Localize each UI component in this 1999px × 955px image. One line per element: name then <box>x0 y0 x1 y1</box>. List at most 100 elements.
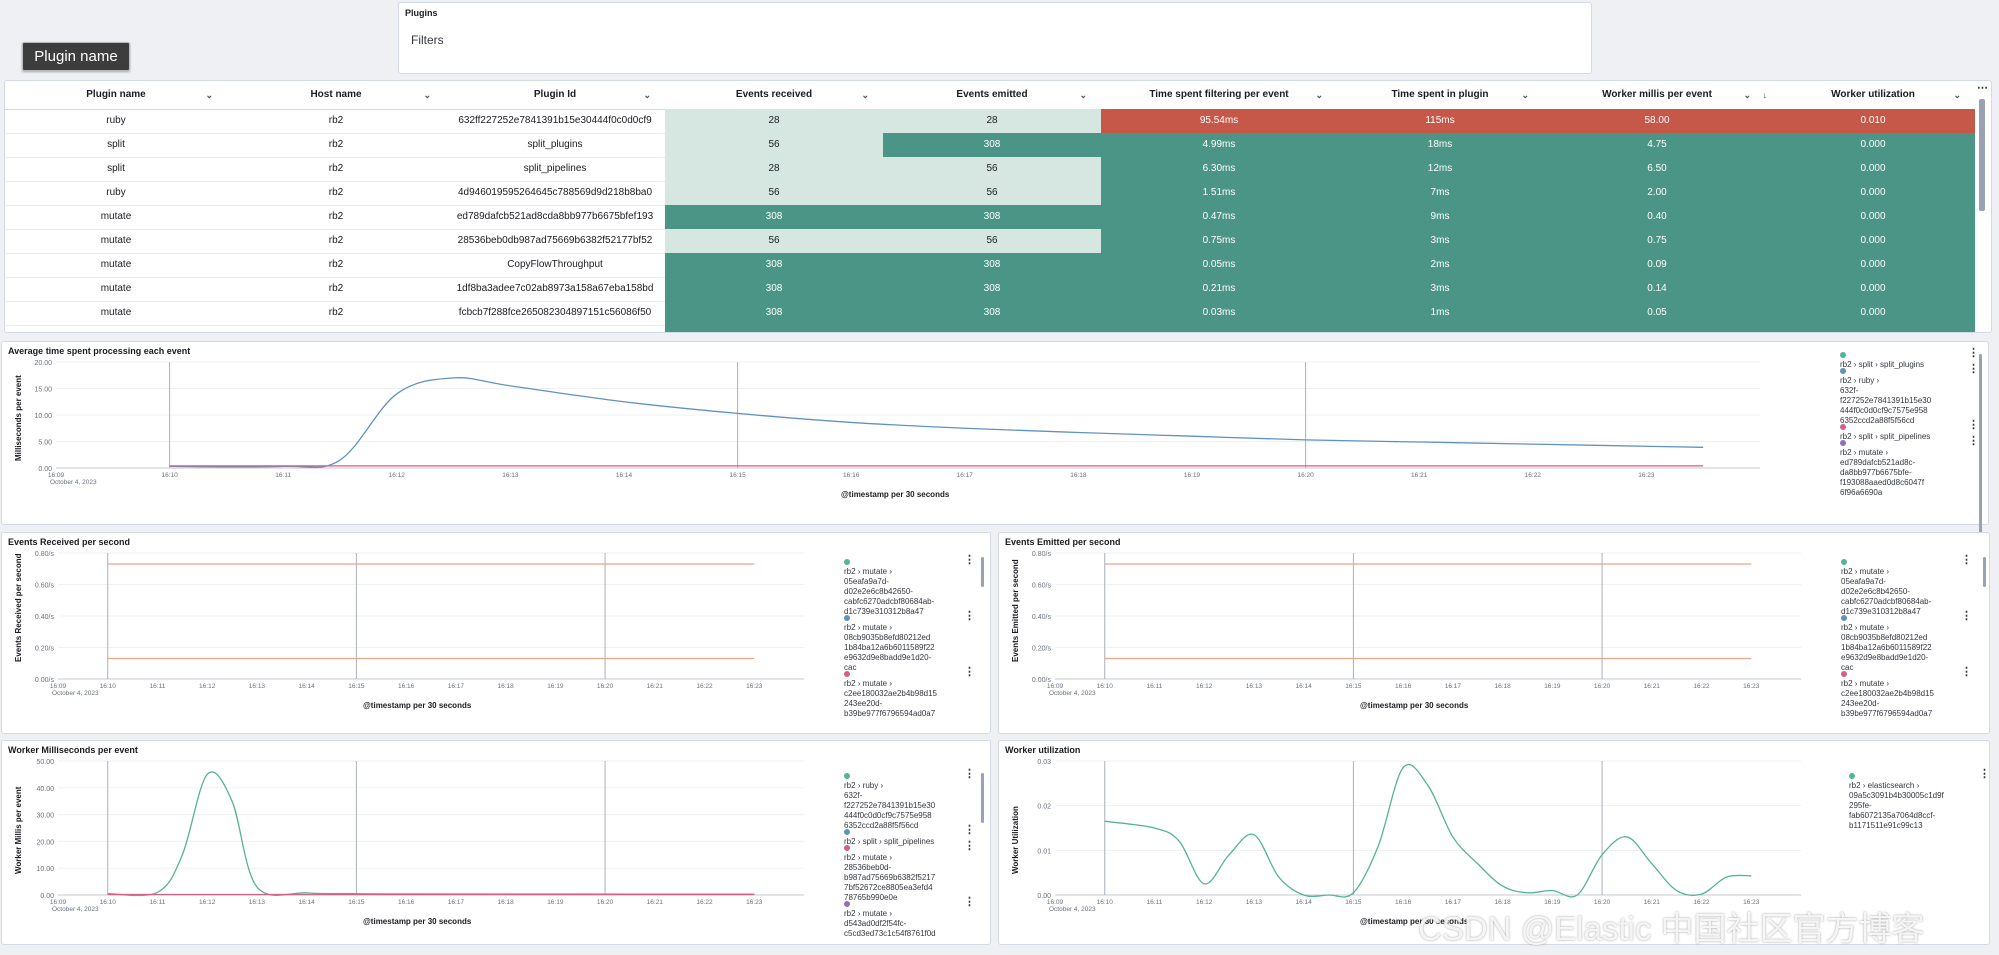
table-cell: 0.000 <box>1771 253 1975 277</box>
legend-options-icon[interactable]: ⋮ <box>1961 666 1972 678</box>
legend-label: rb2 › ruby › 632f- f227252e7841391b15e30… <box>1840 376 1932 425</box>
avg-time-chart-panel: Average time spent processing each event… <box>1 341 1989 534</box>
legend-options-icon[interactable]: ⋮ <box>964 840 975 852</box>
legend-options-icon[interactable]: ⋮ <box>1968 363 1979 375</box>
x-tick-label: 16:20 <box>1594 899 1611 906</box>
legend-options-icon[interactable]: ⋮ <box>964 896 975 908</box>
x-tick-label: 16:22 <box>696 899 713 906</box>
table-cell: 95.54ms <box>1101 109 1337 133</box>
chart-plot[interactable]: 0.00 5.00 10.00 15.00 20.00 16:09 16:10 16:11 16… <box>16 356 1766 486</box>
table-cell: rb2 <box>328 259 344 270</box>
x-tick-label: 16:19 <box>1184 472 1201 479</box>
legend-scrollbar[interactable] <box>1979 354 1982 534</box>
table-cell: 28 <box>665 109 883 133</box>
x-tick-label: 16:10 <box>161 472 178 479</box>
column-header-host-name[interactable]: Host name ⌄ <box>227 81 445 109</box>
table-options-icon[interactable]: ⋯ <box>1977 82 1988 94</box>
legend-options-icon[interactable]: ⋮ <box>964 554 975 566</box>
legend-item[interactable]: rb2 › split › split_pipelines ⋮ <box>1840 420 1979 442</box>
chevron-down-icon[interactable]: ⌄ <box>423 90 431 100</box>
legend-scrollbar[interactable] <box>1983 557 1986 587</box>
table-cell: rb2 <box>328 283 344 294</box>
legend-item[interactable]: rb2 › split › split_pipelines ⋮ <box>844 825 975 847</box>
table-cell: split_pipelines <box>523 163 587 174</box>
column-header-time-in-plugin[interactable]: Time spent in plugin ⌄ <box>1337 81 1543 109</box>
chart-plot[interactable]: 0.00 10.00 20.00 30.00 40.00 50.00 16:09 16:10 1… <box>16 755 810 913</box>
x-tick-label: 16:15 <box>1345 683 1362 690</box>
column-header-worker-utilization[interactable]: Worker utilization ⌄ <box>1771 81 1975 109</box>
legend-options-icon[interactable]: ⋮ <box>1968 419 1979 431</box>
sort-descending-icon[interactable]: ↓ <box>1762 90 1768 100</box>
x-tick-label: 16:18 <box>497 899 514 906</box>
legend-dot-icon <box>1840 439 1846 446</box>
x-axis-title: @timestamp per 30 seconds <box>363 701 472 710</box>
legend-item[interactable]: rb2 › mutate › 08cb9035b8efd80212ed 1b84… <box>844 611 975 673</box>
legend-item[interactable]: rb2 › mutate › 05eafa9a7d- d02e2e6c8b426… <box>1841 555 1972 617</box>
legend-item[interactable]: rb2 › mutate › c2ee180032ae2b4b98d15 243… <box>844 667 975 719</box>
table-scrollbar[interactable] <box>1979 99 1985 211</box>
filters-label[interactable]: Filters <box>411 33 444 47</box>
x-tick-label: 16:13 <box>502 472 519 479</box>
legend-item[interactable]: rb2 › split › split_plugins ⋮ <box>1840 348 1979 370</box>
legend-item[interactable]: rb2 › mutate › 05eafa9a7d- d02e2e6c8b426… <box>844 555 975 617</box>
plugins-panel-title: Plugins <box>405 8 438 18</box>
legend-options-icon[interactable]: ⋮ <box>1968 347 1979 359</box>
legend-options-icon[interactable]: ⋮ <box>1968 435 1979 447</box>
legend-item[interactable]: rb2 › ruby › 632f- f227252e7841391b15e30… <box>1840 364 1979 426</box>
legend-item[interactable]: rb2 › mutate › c2ee180032ae2b4b98d15 243… <box>1841 667 1972 719</box>
chart-plot[interactable]: 0.00 0.01 0.02 0.03 16:09 16:10 16:11 16:12 16:1… <box>1013 755 1807 913</box>
table-cell: 0.75ms <box>1101 229 1337 253</box>
table-header: Plugin name ⌄ Host name ⌄ Plugin Id ⌄ Event… <box>5 81 1975 110</box>
legend-item[interactable]: rb2 › ruby › 632f- f227252e7841391b15e30… <box>844 769 975 831</box>
chart-plot[interactable]: 0.00/s 0.20/s 0.40/s 0.60/s 0.80/s 16:09 16:10… <box>1013 547 1807 697</box>
legend-scrollbar[interactable] <box>981 557 984 587</box>
chevron-down-icon[interactable]: ⌄ <box>861 90 869 100</box>
column-header-events-received[interactable]: Events received ⌄ <box>665 81 883 109</box>
legend-options-icon[interactable]: ⋮ <box>964 824 975 836</box>
y-tick-label: 10.00 <box>36 866 54 873</box>
legend-options-icon[interactable]: ⋮ <box>964 666 975 678</box>
legend-item[interactable]: rb2 › mutate › 08cb9035b8efd80212ed 1b84… <box>1841 611 1972 673</box>
legend-options-icon[interactable]: ⋮ <box>964 768 975 780</box>
table-cell: 3ms <box>1337 229 1543 253</box>
table-cell: mutate <box>100 235 132 246</box>
legend-options-icon[interactable]: ⋮ <box>964 610 975 622</box>
table-cell: rb2 <box>328 139 344 150</box>
legend-item[interactable]: rb2 › mutate › 28536beb0d- b987ad75669b6… <box>844 841 975 903</box>
table-cell: 56 <box>665 181 883 205</box>
legend-options-icon[interactable]: ⋮ <box>1961 610 1972 622</box>
plugin-name-button[interactable]: Plugin name <box>22 42 130 71</box>
chart-plot[interactable]: 0.00/s 0.20/s 0.40/s 0.60/s 0.80/s 16:09 16:10… <box>16 547 810 697</box>
table-cell: 2.00 <box>1543 181 1771 205</box>
table-cell: mutate <box>100 307 132 318</box>
legend-item[interactable]: rb2 › elasticsearch › 09a5c3091b4b30005c… <box>1849 769 1990 831</box>
column-header-events-emitted[interactable]: Events emitted ⌄ <box>883 81 1101 109</box>
table-cell: split <box>107 163 125 174</box>
chevron-down-icon[interactable]: ⌄ <box>1315 90 1323 100</box>
chevron-down-icon[interactable]: ⌄ <box>1079 90 1087 100</box>
x-tick-label: 16:17 <box>957 472 974 479</box>
chevron-down-icon[interactable]: ⌄ <box>1953 90 1961 100</box>
legend-options-icon[interactable]: ⋮ <box>1961 554 1972 566</box>
column-header-worker-millis[interactable]: Worker millis per event ↓ ⌄ <box>1543 81 1771 109</box>
table-cell: 28536beb0db987ad75669b6382f52177bf52 <box>457 235 653 246</box>
table-row: split rb2 split_pipelines 28 56 6.30ms 12ms 6.5… <box>5 157 1975 182</box>
legend-options-icon[interactable]: ⋮ <box>1979 768 1990 780</box>
chevron-down-icon[interactable]: ⌄ <box>1521 90 1529 100</box>
legend-item[interactable]: rb2 › mutate › ed789dafcb521ad8c- da8bb9… <box>1840 436 1979 498</box>
legend-label: rb2 › mutate › 08cb9035b8efd80212ed 1b84… <box>1841 623 1932 672</box>
chevron-down-icon[interactable]: ⌄ <box>1743 90 1751 100</box>
legend-item[interactable]: rb2 › mutate › d543ad0df2f54fc- c5cd3ed7… <box>844 897 975 939</box>
table-cell: 0.000 <box>1771 181 1975 205</box>
column-header-plugin-id[interactable]: Plugin Id ⌄ <box>445 81 665 109</box>
column-header-time-filtering[interactable]: Time spent filtering per event ⌄ <box>1101 81 1337 109</box>
x-tick-label: 16:21 <box>1644 683 1661 690</box>
column-header-plugin-name[interactable]: Plugin name ⌄ <box>5 81 227 109</box>
x-tick-label: 16:15 <box>1345 899 1362 906</box>
chevron-down-icon[interactable]: ⌄ <box>643 90 651 100</box>
chevron-down-icon[interactable]: ⌄ <box>205 90 213 100</box>
table-cell: 308 <box>883 133 1101 157</box>
legend-scrollbar[interactable] <box>981 773 984 823</box>
x-tick-label: 16:16 <box>398 899 415 906</box>
chart-title: Events Emitted per second <box>1005 537 1121 547</box>
